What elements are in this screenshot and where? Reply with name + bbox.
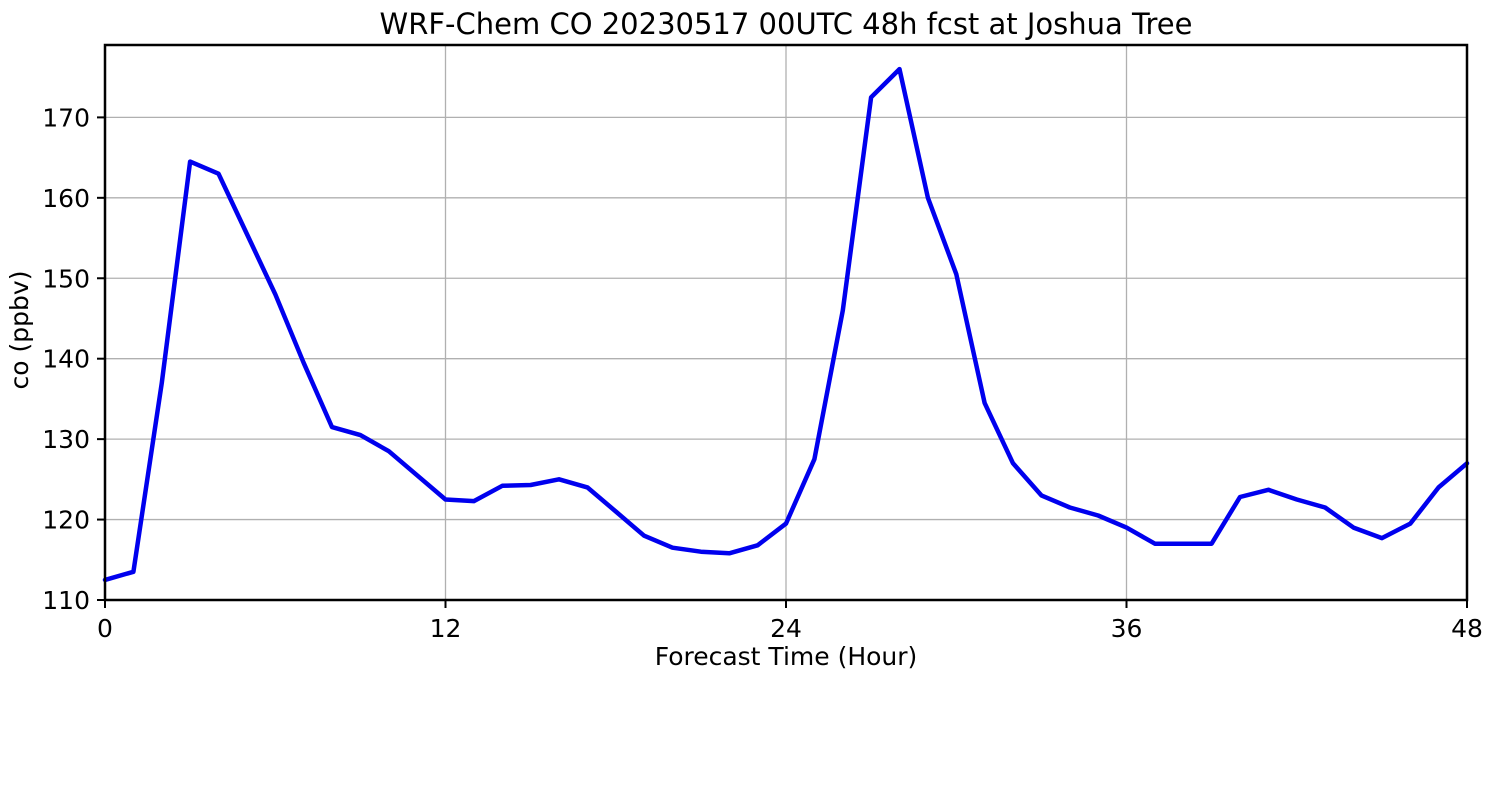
y-tick-label: 160 [42, 184, 90, 213]
chart-title: WRF-Chem CO 20230517 00UTC 48h fcst at J… [380, 7, 1193, 41]
x-tick-label: 0 [97, 614, 113, 643]
y-tick-label: 120 [42, 506, 90, 535]
x-tick-label: 36 [1111, 614, 1143, 643]
x-tick-label: 48 [1451, 614, 1483, 643]
y-tick-label: 150 [42, 264, 90, 293]
y-tick-label: 140 [42, 345, 90, 374]
y-tick-label: 110 [42, 586, 90, 615]
y-tick-label: 130 [42, 425, 90, 454]
y-axis-label: co (ppbv) [5, 271, 34, 390]
co-forecast-line [102, 66, 1470, 583]
x-tick-label: 12 [430, 614, 462, 643]
y-tick-label: 170 [42, 103, 90, 132]
x-axis-label: Forecast Time (Hour) [655, 642, 918, 671]
x-tick-label: 24 [770, 614, 802, 643]
